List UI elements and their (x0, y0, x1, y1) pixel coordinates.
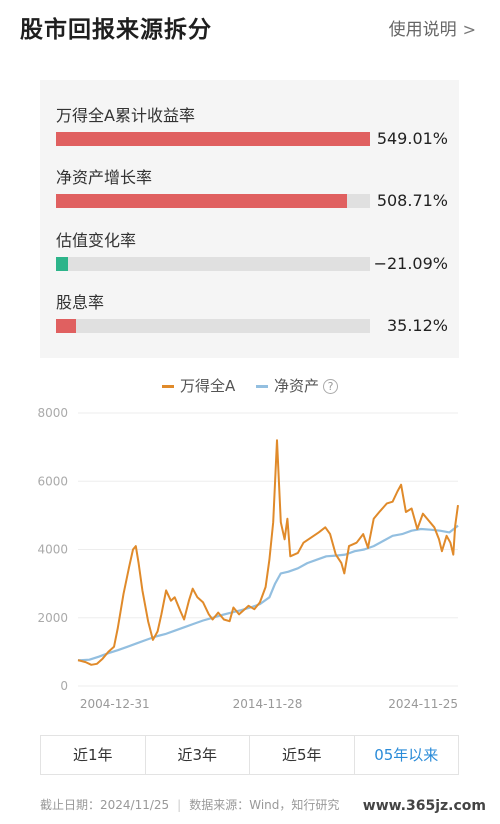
metric-dividend-yield: 股息率 35.12% (56, 289, 448, 345)
legend-item-wind-a[interactable]: 万得全A (161, 375, 236, 396)
metric-value: 35.12% (386, 316, 448, 335)
help-label: 使用说明 (388, 20, 457, 40)
legend-swatch (256, 385, 269, 388)
metric-valuation-change: 估值变化率 −21.09% (56, 227, 448, 283)
metric-bar (56, 132, 370, 146)
period-selector: 近1年 近3年 近5年 05年以来 (40, 735, 459, 775)
x-tick-label: 2024-11-25 (388, 697, 458, 711)
return-breakdown-panel: 万得全A累计收益率 549.01% 净资产增长率 508.71% 估值变化率 −… (40, 80, 459, 358)
metric-track (56, 194, 370, 208)
line-chart: 0 2000 4000 6000 8000 2004-12-31 2014-11-28 202… (37, 406, 459, 711)
y-tick-label: 4000 (37, 543, 68, 557)
metric-track (56, 257, 370, 271)
metric-total-return: 万得全A累计收益率 549.01% (56, 102, 448, 158)
legend-swatch (161, 385, 174, 388)
metric-bar (56, 319, 77, 333)
tab-5y[interactable]: 近5年 (250, 736, 355, 774)
y-tick-label: 8000 (37, 406, 68, 420)
tab-1y[interactable]: 近1年 (41, 736, 146, 774)
question-icon[interactable]: ? (323, 379, 339, 394)
metric-value: 549.01% (376, 129, 448, 148)
legend-label: 万得全A (179, 377, 236, 395)
chevron-right-icon: > (462, 20, 476, 39)
watermark: www.365jz.com (362, 798, 486, 814)
metric-bar (56, 194, 348, 208)
metric-label: 估值变化率 (56, 231, 137, 250)
divider: | (177, 798, 182, 812)
y-tick-label: 6000 (37, 474, 68, 488)
data-source: 数据来源：Wind，知行研究 (189, 798, 340, 812)
footer-note: 截止日期：2024/11/25 | 数据来源：Wind，知行研究 (40, 796, 339, 813)
series-line-wind-a (77, 439, 459, 666)
metric-label: 股息率 (56, 293, 105, 312)
metric-net-asset-growth: 净资产增长率 508.71% (56, 164, 448, 220)
legend-label: 净资产 (274, 377, 320, 395)
cutoff-date: 截止日期：2024/11/25 (40, 798, 170, 812)
metric-track (56, 319, 370, 333)
y-tick-label: 0 (60, 679, 68, 693)
chart-legend: 万得全A 净资产? (0, 375, 500, 396)
header: 股市回报来源拆分 使用说明 > (0, 0, 500, 56)
metric-value: −21.09% (373, 254, 448, 273)
help-link[interactable]: 使用说明 > (389, 15, 476, 40)
y-tick-label: 2000 (37, 611, 68, 625)
metric-bar (56, 257, 68, 271)
x-tick-label: 2004-12-31 (80, 697, 150, 711)
metric-label: 万得全A累计收益率 (56, 106, 195, 125)
x-tick-label: 2014-11-28 (233, 697, 303, 711)
metric-label: 净资产增长率 (56, 168, 153, 187)
tab-3y[interactable]: 近3年 (146, 736, 250, 774)
series-line-net-asset (77, 524, 459, 662)
legend-item-net-asset[interactable]: 净资产? (256, 375, 339, 396)
metric-value: 508.71% (376, 191, 448, 210)
metric-track (56, 132, 370, 146)
tab-since-05[interactable]: 05年以来 (374, 746, 439, 764)
page-title: 股市回报来源拆分 (20, 17, 212, 43)
